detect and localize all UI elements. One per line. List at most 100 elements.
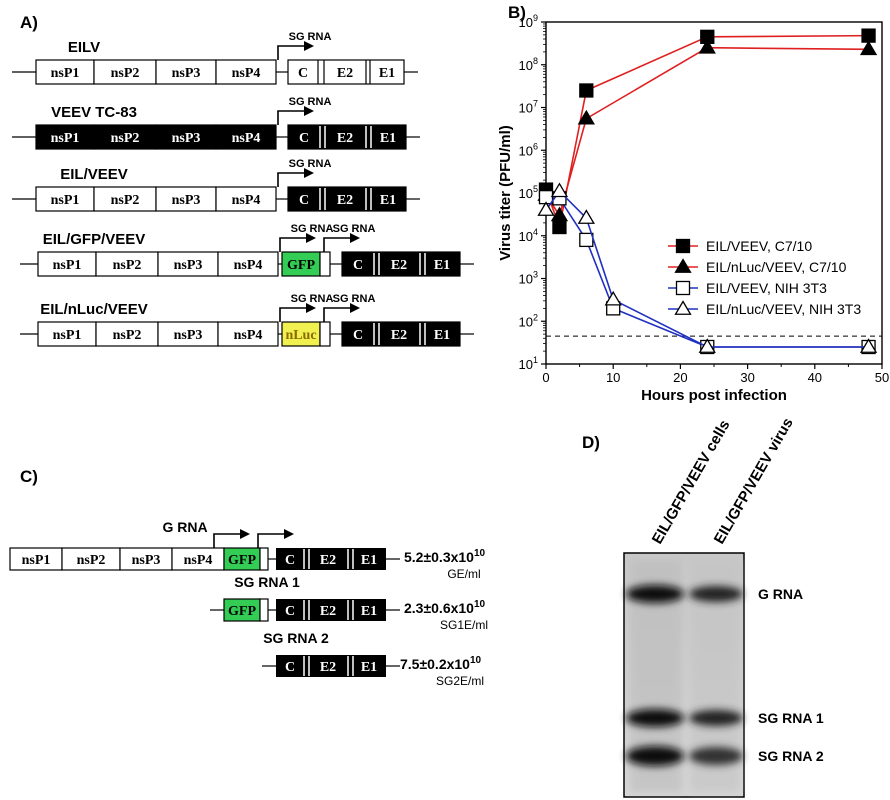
band-lane1-2 xyxy=(626,746,684,766)
gene-label-nsP4: nsP4 xyxy=(232,66,261,81)
sg-rna-label: SG RNA xyxy=(289,96,332,108)
sg-rna-label: SG RNA xyxy=(289,158,332,170)
gene-box-nsP3 xyxy=(157,251,219,277)
gene-label-C: C xyxy=(353,328,363,343)
titer-base: 7.5±0.2x10 xyxy=(400,656,470,672)
y-tick-label: 104 xyxy=(519,227,538,244)
construct-1: VEEV TC-83 nsP1 nsP2 nsP3 nsP4 SG RNA C E2 E1 xyxy=(12,96,420,150)
data-point xyxy=(577,209,595,224)
gene-label: C xyxy=(285,604,295,619)
gene-box-nsP1 xyxy=(37,251,97,277)
gene-box-nsP1 xyxy=(35,124,95,150)
gene-label-E1: E1 xyxy=(379,66,395,81)
data-point xyxy=(579,232,594,248)
panel-label-b: B) xyxy=(508,3,526,22)
gene-label-nsP2: nsP2 xyxy=(111,193,140,208)
gene-label-C: C xyxy=(353,258,363,273)
gene-box-nsP4 xyxy=(215,186,277,212)
band-label-2: SG RNA 2 xyxy=(758,748,824,764)
titer-unit: GE/ml xyxy=(447,567,480,581)
y-tick-base: 10 xyxy=(519,15,533,30)
gene-box-nsP4 xyxy=(215,59,277,85)
series-line xyxy=(545,46,869,218)
promoter-arrowhead xyxy=(306,233,316,243)
y-tick-exp: 2 xyxy=(533,312,538,322)
sg-rna-label-2: SG RNA xyxy=(333,293,376,305)
legend-marker xyxy=(674,300,692,315)
promoter-arrowhead-2 xyxy=(350,303,360,313)
gene-label-nsP1: nsP1 xyxy=(53,328,82,343)
y-tick-exp: 4 xyxy=(533,227,538,237)
gene-label: E2 xyxy=(320,660,336,675)
data-point xyxy=(859,40,878,56)
gene-label-nsP3: nsP3 xyxy=(172,66,201,81)
structural-region xyxy=(341,321,461,347)
data-point xyxy=(698,338,716,353)
gene-box-nsP3 xyxy=(155,186,217,212)
band-lane1-1 xyxy=(626,709,684,727)
gene-label-nsP2: nsP2 xyxy=(111,66,140,81)
data-point xyxy=(698,38,716,54)
gene-label-E2: E2 xyxy=(337,66,353,81)
titer-unit: SG2E/ml xyxy=(436,674,484,688)
insert-box xyxy=(281,251,321,277)
series-3 xyxy=(537,182,878,353)
series-0 xyxy=(538,28,876,235)
gene-label-nsP3: nsP3 xyxy=(174,328,203,343)
gene-label-nsP4: nsP4 xyxy=(232,131,261,146)
structural-region xyxy=(341,251,461,277)
legend-marker xyxy=(675,280,691,296)
gene-label-nsP3: nsP3 xyxy=(172,193,201,208)
data-point xyxy=(859,338,878,353)
y-tick-label: 101 xyxy=(519,355,538,372)
rna-row-sg1: SG RNA 1 GFP C E2 E1 2.3±0.6x1010 SG1E/ml xyxy=(210,574,488,632)
rna-row-sg2: SG RNA 2 C E2 E1 7.5±0.2x1010 SG2E/ml xyxy=(262,630,484,688)
legend-label: EIL/VEEV, C7/10 xyxy=(706,238,812,254)
data-point xyxy=(577,109,595,125)
sg-rna-label: SG RNA xyxy=(291,293,334,305)
gene-label: nsP2 xyxy=(77,553,106,568)
gene-label: C xyxy=(285,553,295,568)
titer-value: 2.3±0.6x1010 xyxy=(404,599,486,616)
y-tick-exp: 1 xyxy=(533,355,538,365)
panel-label-c: C) xyxy=(20,467,38,486)
titer-unit: SG1E/ml xyxy=(440,618,488,632)
construct-4: EIL/nLuc/VEEV nsP1 nsP2 nsP3 nsP4 SG RNA nLuc S… xyxy=(20,293,474,347)
gene-label: E1 xyxy=(361,604,377,619)
y-axis-label: Virus titer (PFU/ml) xyxy=(497,125,514,261)
data-point xyxy=(604,290,622,306)
titer-exp: 10 xyxy=(474,548,486,559)
gene-label-E1: E1 xyxy=(380,193,396,208)
titer-base: 5.2±0.3x10 xyxy=(404,549,474,565)
promoter-arrow xyxy=(277,45,304,60)
gene-label-gfp: GFP xyxy=(228,553,256,568)
y-tick-label: 102 xyxy=(519,312,538,329)
rna-row-label: SG RNA 2 xyxy=(263,630,329,646)
rna-row-label: G RNA xyxy=(162,519,207,535)
gene-label-nsP1: nsP1 xyxy=(51,131,80,146)
structural-region xyxy=(287,124,407,150)
titer-exp: 10 xyxy=(474,599,486,610)
data-point xyxy=(550,182,569,198)
gene-label-nsP4: nsP4 xyxy=(234,328,263,343)
gene-label-nsP3: nsP3 xyxy=(172,131,201,146)
gene-box-nsP3 xyxy=(155,124,217,150)
gene-box-nsP2 xyxy=(93,186,157,212)
construct-name: EIL/VEEV xyxy=(60,166,128,183)
gene-box-nsP4 xyxy=(217,251,279,277)
band-label-0: G RNA xyxy=(758,586,803,602)
gene-box-nsP2 xyxy=(95,321,159,347)
panel-label-d: D) xyxy=(582,433,600,452)
gene-label-E2: E2 xyxy=(391,328,407,343)
promoter-arrowhead xyxy=(304,41,314,51)
structural-region xyxy=(287,186,407,212)
promoter-arrowhead xyxy=(304,106,314,116)
sg-rna-label: SG RNA xyxy=(291,223,334,235)
promoter-arrow xyxy=(279,237,306,252)
y-tick-exp: 8 xyxy=(533,56,538,66)
gene-label: E2 xyxy=(320,553,336,568)
